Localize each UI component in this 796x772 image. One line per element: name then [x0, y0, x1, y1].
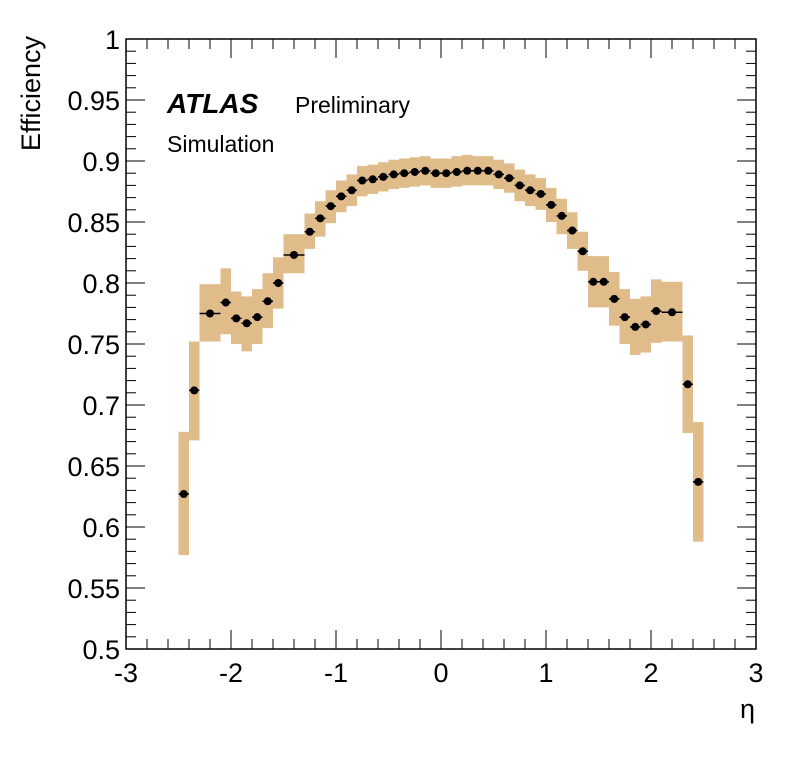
data-point-34: [556, 211, 567, 220]
x-tick-label-1: -2: [219, 658, 243, 688]
data-point-43: [651, 307, 662, 316]
atlas-label: ATLAS: [166, 88, 259, 119]
x-tick-label-2: -1: [324, 658, 348, 688]
y-tick-label-6: 0.8: [82, 269, 120, 299]
data-point-5: [241, 319, 252, 328]
y-tick-label-2: 0.6: [82, 513, 120, 543]
data-point-32: [535, 189, 546, 198]
data-point-24: [451, 167, 462, 176]
data-point-7: [262, 297, 273, 306]
data-point-39: [609, 294, 620, 303]
y-axis-title: Efficiency: [16, 36, 46, 152]
data-point-26: [472, 166, 483, 175]
data-point-41: [630, 322, 641, 331]
y-tick-label-8: 0.9: [82, 147, 120, 177]
data-point-19: [399, 169, 410, 178]
x-tick-label-4: 1: [538, 658, 553, 688]
data-point-40: [619, 313, 630, 322]
data-point-8: [273, 279, 284, 287]
axis-ticks: [125, 38, 757, 650]
data-point-44: [661, 308, 683, 317]
y-tick-label-0: 0.5: [82, 635, 120, 665]
data-point-25: [462, 166, 473, 175]
data-point-38: [598, 277, 609, 286]
simulation-label: Simulation: [167, 131, 274, 157]
y-tick-label-5: 0.75: [67, 330, 120, 360]
data-point-10: [304, 227, 315, 236]
x-tick-labels: -3 -2 -1 0 1 2 3: [114, 658, 764, 688]
preliminary-label: Preliminary: [295, 92, 411, 118]
systematic-bands: [178, 154, 704, 556]
data-point-15: [357, 176, 368, 185]
data-point-9: [283, 250, 305, 259]
data-point-27: [483, 166, 494, 175]
data-point-30: [514, 181, 525, 190]
data-point-21: [420, 166, 431, 175]
data-point-31: [525, 186, 536, 195]
data-point-23: [441, 169, 452, 178]
data-point-45: [682, 380, 693, 389]
y-tick-label-4: 0.7: [82, 391, 120, 421]
y-tick-label-9: 0.95: [67, 86, 120, 116]
data-point-42: [640, 320, 651, 329]
data-point-22: [430, 169, 441, 178]
x-axis-title: η: [740, 694, 755, 724]
x-tick-label-3: 0: [433, 658, 448, 688]
data-point-16: [367, 175, 378, 184]
data-points: [178, 166, 704, 499]
data-point-14: [346, 186, 357, 195]
data-point-0: [178, 490, 189, 499]
data-point-11: [315, 214, 326, 223]
x-tick-label-6: 3: [748, 658, 763, 688]
y-tick-label-7: 0.85: [67, 208, 120, 238]
data-point-6: [252, 313, 263, 322]
data-point-28: [493, 170, 504, 179]
y-tick-label-1: 0.55: [67, 574, 120, 604]
data-point-13: [336, 192, 347, 201]
data-point-2: [199, 309, 221, 318]
data-point-1: [189, 386, 200, 395]
x-tick-label-5: 2: [643, 658, 658, 688]
data-point-46: [693, 477, 704, 486]
data-point-35: [567, 226, 578, 235]
data-point-37: [588, 277, 599, 286]
data-point-20: [409, 167, 420, 176]
x-tick-label-0: -3: [114, 658, 138, 688]
data-point-17: [378, 172, 389, 181]
data-point-36: [577, 247, 588, 256]
y-tick-label-10: 1: [105, 25, 120, 55]
data-point-18: [388, 170, 399, 179]
data-point-3: [220, 298, 231, 307]
data-point-4: [231, 314, 242, 323]
y-tick-label-3: 0.65: [67, 452, 120, 482]
data-point-12: [325, 202, 336, 211]
data-point-33: [546, 200, 557, 209]
y-tick-labels: 0.5 0.55 0.6 0.65 0.7 0.75 0.8 0.85 0.9 0.95 1: [67, 25, 120, 665]
data-point-29: [504, 174, 515, 183]
